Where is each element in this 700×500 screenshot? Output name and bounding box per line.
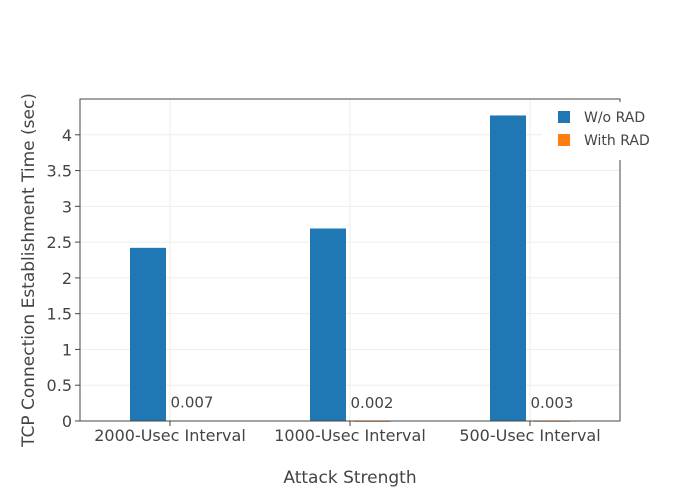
legend[interactable]: W/o RAD With RAD xyxy=(542,102,676,160)
y-tick-label: 1.5 xyxy=(47,305,72,324)
y-tick-label: 4 xyxy=(62,126,72,145)
bar-wo-rad[interactable] xyxy=(490,115,526,422)
y-tick-label: 3.5 xyxy=(47,162,72,181)
y-tick-label: 0.5 xyxy=(47,376,72,395)
legend-label: W/o RAD xyxy=(584,110,645,126)
y-tick-label: 0 xyxy=(62,412,72,431)
legend-item-with-rad[interactable]: With RAD xyxy=(558,133,650,149)
y-tick-label: 2.5 xyxy=(47,233,72,252)
data-label: 0.003 xyxy=(531,394,574,412)
grid-lines xyxy=(80,99,620,421)
legend-swatch xyxy=(558,111,570,123)
x-axis-title: Attack Strength xyxy=(283,468,416,488)
legend-swatch xyxy=(558,134,570,146)
bars xyxy=(130,115,570,422)
y-tick-label: 3 xyxy=(62,197,72,216)
x-tick-label: 2000-Usec Interval xyxy=(94,426,246,445)
x-axis-ticks: 2000-Usec Interval 1000-Usec Interval 500-… xyxy=(94,421,601,445)
x-tick-label: 1000-Usec Interval xyxy=(274,426,426,445)
bar-wo-rad[interactable] xyxy=(130,247,166,421)
data-labels: 0.007 0.002 0.003 xyxy=(171,393,574,411)
legend-item-wo-rad[interactable]: W/o RAD xyxy=(558,110,645,126)
bar-wo-rad[interactable] xyxy=(310,228,346,421)
data-label: 0.002 xyxy=(351,394,394,412)
y-axis-ticks: 0 0.5 1 1.5 2 2.5 3 3.5 4 xyxy=(47,126,80,431)
y-tick-label: 2 xyxy=(62,269,72,288)
y-tick-label: 1 xyxy=(62,340,72,359)
data-label: 0.007 xyxy=(171,393,214,411)
x-tick-label: 500-Usec Interval xyxy=(459,426,600,445)
y-axis-title: TCP Connection Establishment Time (sec) xyxy=(19,93,39,448)
legend-label: With RAD xyxy=(584,133,650,149)
